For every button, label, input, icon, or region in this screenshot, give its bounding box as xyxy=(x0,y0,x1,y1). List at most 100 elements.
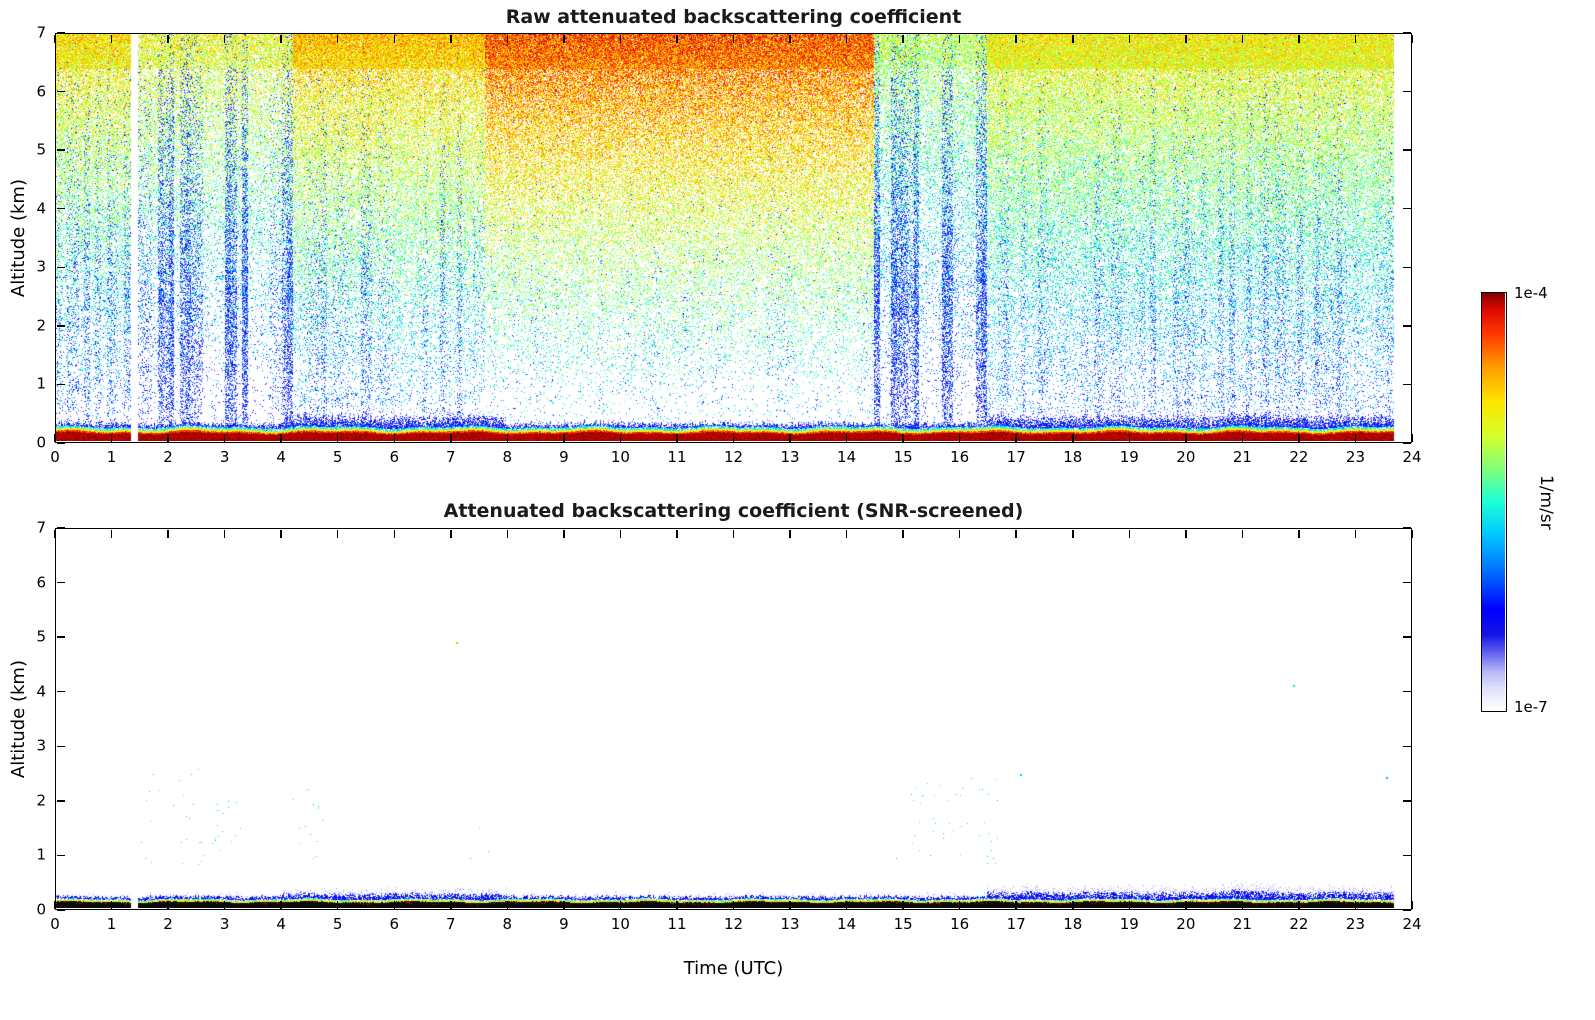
x-tick-label: 7 xyxy=(446,448,456,466)
x-tick-label: 23 xyxy=(1345,448,1365,466)
x-tick-mark xyxy=(223,529,226,538)
x-tick-mark xyxy=(845,529,848,538)
x-tick-mark xyxy=(1411,529,1413,538)
x-tick-label: 24 xyxy=(1402,915,1422,933)
x-tick-mark xyxy=(789,34,791,43)
x-tick-mark xyxy=(506,34,509,43)
y-tick-label: 5 xyxy=(36,627,46,646)
x-tick-mark xyxy=(563,34,565,43)
x-tick-mark xyxy=(902,901,904,909)
x-tick-mark xyxy=(1128,901,1131,909)
screened-y-axis-label-wrap: Altitude (km) xyxy=(6,528,30,910)
y-tick-mark xyxy=(1402,909,1411,911)
x-tick-mark xyxy=(845,901,848,909)
x-tick-label: 13 xyxy=(780,448,800,466)
y-tick-mark xyxy=(1402,32,1411,34)
x-tick-mark xyxy=(280,901,282,909)
x-tick-label: 9 xyxy=(559,915,569,933)
x-tick-mark xyxy=(336,529,339,538)
y-tick-mark xyxy=(1402,527,1411,529)
x-tick-mark xyxy=(732,901,735,909)
x-tick-mark xyxy=(902,529,904,538)
x-tick-mark xyxy=(1072,434,1074,442)
y-tick-label: 6 xyxy=(36,573,46,592)
x-tick-label: 1 xyxy=(106,448,117,466)
y-tick-label: 3 xyxy=(36,736,46,755)
y-tick-mark xyxy=(1402,266,1411,269)
y-tick-mark xyxy=(56,325,65,327)
x-tick-mark xyxy=(1354,529,1357,538)
x-tick-mark xyxy=(1128,34,1131,43)
y-tick-label: 1 xyxy=(36,374,46,393)
x-tick-label: 2 xyxy=(163,915,173,933)
x-tick-mark xyxy=(1185,529,1187,538)
y-tick-mark xyxy=(1402,149,1411,151)
x-tick-mark xyxy=(732,434,735,442)
x-tick-mark xyxy=(1128,434,1131,442)
x-tick-label: 8 xyxy=(502,915,513,933)
x-tick-mark xyxy=(732,34,735,43)
y-tick-label: 5 xyxy=(36,140,46,159)
y-tick-mark xyxy=(56,527,65,529)
y-tick-label: 0 xyxy=(36,900,46,919)
y-tick-mark xyxy=(1402,581,1411,584)
x-tick-mark xyxy=(280,34,282,43)
y-tick-mark xyxy=(1402,442,1411,444)
x-tick-mark xyxy=(223,901,226,909)
x-tick-mark xyxy=(110,529,113,538)
x-tick-label: 11 xyxy=(667,915,687,933)
y-tick-mark xyxy=(56,442,65,444)
x-tick-mark xyxy=(336,434,339,442)
y-tick-label: 2 xyxy=(36,316,46,335)
x-tick-mark xyxy=(1128,529,1131,538)
x-tick-mark xyxy=(1411,34,1413,43)
x-tick-label: 10 xyxy=(610,448,630,466)
x-axis-label: Time (UTC) xyxy=(683,958,784,979)
y-tick-mark xyxy=(56,383,65,386)
x-tick-label: 17 xyxy=(1006,915,1026,933)
x-tick-mark xyxy=(280,434,282,442)
x-tick-mark xyxy=(54,529,56,538)
colorbar-gradient xyxy=(1482,293,1505,710)
x-tick-mark xyxy=(1411,434,1413,442)
x-tick-mark xyxy=(845,434,848,442)
y-tick-mark xyxy=(1402,207,1411,210)
x-tick-label: 21 xyxy=(1232,915,1252,933)
y-tick-mark xyxy=(56,32,65,34)
x-tick-label: 22 xyxy=(1289,448,1309,466)
x-tick-mark xyxy=(1015,901,1017,909)
x-tick-mark xyxy=(619,434,622,442)
x-tick-mark xyxy=(563,901,565,909)
x-tick-mark xyxy=(54,901,56,909)
screened-heatmap xyxy=(56,529,1410,908)
x-tick-mark xyxy=(1241,34,1244,43)
x-tick-mark xyxy=(563,529,565,538)
y-tick-label: 7 xyxy=(36,23,46,42)
x-tick-label: 5 xyxy=(332,915,343,933)
y-tick-mark xyxy=(56,90,65,93)
x-tick-mark xyxy=(1354,34,1357,43)
y-tick-mark xyxy=(56,636,65,638)
colorbar-unit-label: 1/m/sr xyxy=(1536,474,1556,530)
x-tick-label: 18 xyxy=(1063,915,1083,933)
x-tick-label: 23 xyxy=(1345,915,1365,933)
x-tick-mark xyxy=(110,434,113,442)
x-tick-mark xyxy=(167,901,169,909)
x-tick-mark xyxy=(789,529,791,538)
x-tick-label: 5 xyxy=(332,448,343,466)
x-tick-mark xyxy=(450,34,452,43)
y-tick-mark xyxy=(56,745,65,748)
y-tick-mark xyxy=(1402,745,1411,748)
y-tick-label: 1 xyxy=(36,845,46,864)
y-tick-mark xyxy=(1402,800,1411,802)
colorbar-unit-wrap: 1/m/sr xyxy=(1534,292,1558,712)
x-tick-label: 3 xyxy=(219,915,230,933)
x-tick-label: 13 xyxy=(780,915,800,933)
x-tick-mark xyxy=(789,434,791,442)
y-tick-label: 7 xyxy=(36,518,46,537)
x-tick-mark xyxy=(619,901,622,909)
x-tick-mark xyxy=(167,34,169,43)
x-tick-label: 12 xyxy=(723,915,744,933)
x-tick-mark xyxy=(167,434,169,442)
y-tick-mark xyxy=(56,149,65,151)
